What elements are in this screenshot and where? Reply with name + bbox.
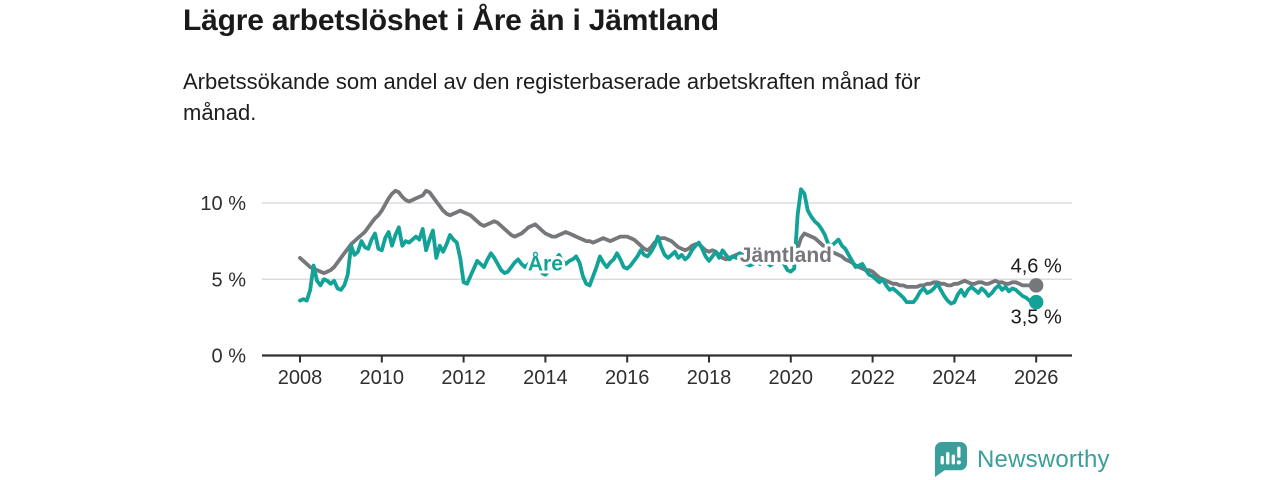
x-axis-label: 2010 [360, 367, 405, 389]
are-series-line [298, 187, 1039, 306]
y-axis-label: 5 % [212, 269, 247, 291]
are-series-label: Åre [528, 252, 563, 276]
newsworthy-logo-icon [934, 442, 968, 477]
jamtland-series-label: Jämtland [740, 244, 832, 267]
jamtland-end-value-label: 4,6 % [1011, 255, 1062, 277]
newsworthy-logo: Newsworthy [933, 441, 1110, 478]
x-axis-label: 2026 [1014, 367, 1059, 389]
are-end-dot [1029, 294, 1044, 310]
x-axis-label: 2012 [441, 367, 486, 389]
subtitle-line-2: månad. [183, 100, 257, 125]
logo-bars-icon [940, 446, 961, 465]
jamtland-series-line [298, 188, 1039, 289]
logo-bubble-shape [934, 442, 968, 477]
x-axis-label: 2014 [523, 367, 568, 389]
y-axis-label: 10 % [200, 193, 246, 215]
x-axis-label: 2018 [687, 367, 732, 389]
x-axis-label: 2020 [769, 367, 814, 389]
jamtland-end-dot [1029, 278, 1044, 293]
x-axis-label: 2008 [278, 367, 323, 389]
page-title: Lägre arbetslöshet i Åre än i Jämtland [183, 4, 719, 37]
newsworthy-wordmark: Newsworthy [977, 445, 1110, 473]
subtitle-line-1: Arbetssökande som andel av den registerb… [183, 69, 921, 94]
logo-exclamation-dot [956, 460, 961, 465]
x-axis-label: 2024 [932, 367, 977, 389]
x-axis-label: 2022 [850, 367, 895, 389]
chart-subtitle: Arbetssökande som andel av den registerb… [183, 66, 920, 128]
x-axis-label: 2016 [605, 367, 650, 389]
are-end-value-label: 3,5 % [1011, 307, 1062, 329]
y-axis-label: 0 % [212, 346, 247, 368]
